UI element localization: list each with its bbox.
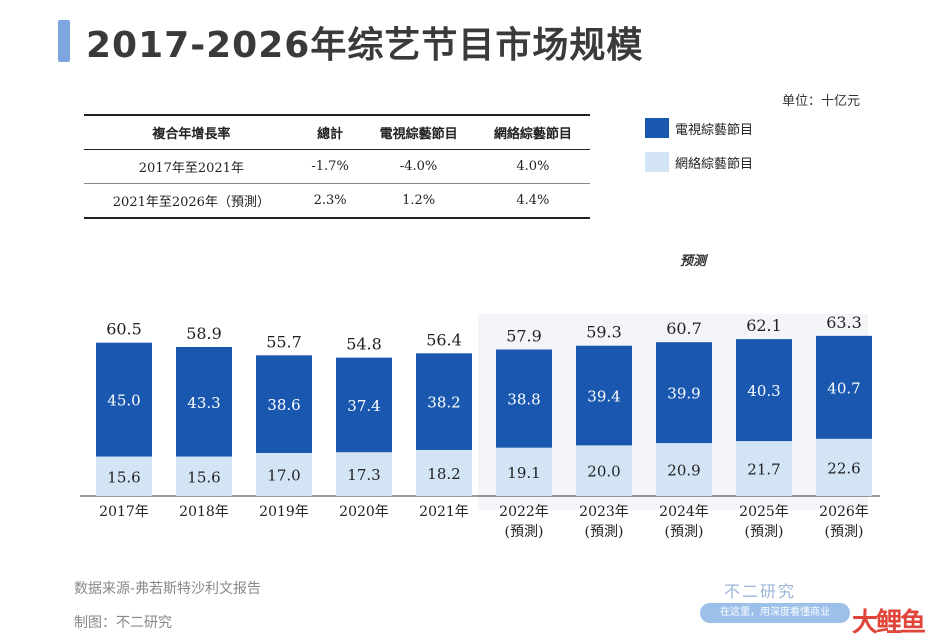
table-cell: 1.2%	[361, 183, 476, 219]
table-row: 2021年至2026年（預測） 2.3% 1.2% 4.4%	[84, 183, 590, 219]
data-label-tv: 37.4	[347, 397, 380, 415]
table-row: 2017年至2021年 -1.7% -4.0% 4.0%	[84, 149, 590, 184]
bar-online	[176, 456, 232, 496]
table-cell: 2021年至2026年（預測）	[84, 183, 299, 219]
data-label-tv: 38.2	[427, 394, 460, 412]
data-label-tv: 38.6	[267, 396, 300, 414]
bar-tv	[416, 353, 472, 450]
data-label-online: 20.9	[667, 462, 700, 480]
bar-online	[336, 452, 392, 496]
bar-tv	[256, 355, 312, 453]
data-label-total: 57.9	[506, 327, 542, 346]
table-header: 電視綜藝節目	[361, 114, 476, 150]
stacked-bar-chart: 15.6 45.0 60.5 2017年 15.6 43.3 58.9 2018年 17.0 38…	[80, 313, 880, 540]
legend-item-tv: 電視綜藝節目	[645, 118, 753, 138]
data-label-total: 62.1	[746, 316, 782, 335]
chart-author: 制图：不二研究	[74, 615, 172, 631]
data-label-total: 58.9	[186, 324, 222, 343]
x-tick-label: 2024年	[659, 504, 709, 520]
data-label-tv: 43.3	[187, 394, 220, 412]
data-label-tv: 39.9	[667, 385, 700, 403]
table-cell: 4.4%	[475, 183, 590, 219]
data-label-online: 21.7	[747, 461, 780, 479]
x-tick-label: 2019年	[259, 504, 309, 520]
growth-rate-table: 複合年增長率 總計 電視綜藝節目 網絡綜藝節目 2017年至2021年 -1.7…	[84, 114, 590, 219]
bar-tv	[176, 346, 232, 457]
x-tick-label: 2020年	[339, 504, 389, 520]
bar-tv	[336, 357, 392, 453]
table-header: 總計	[298, 114, 362, 150]
data-label-online: 15.6	[107, 468, 140, 486]
bar-online	[576, 445, 632, 496]
x-tick-label: 2022年	[499, 504, 549, 520]
table-header-row: 複合年增長率 總計 電視綜藝節目 網絡綜藝節目	[84, 114, 590, 150]
brand-slogan: 在这里，用深度看懂商业	[700, 603, 850, 623]
bar-tv	[96, 342, 152, 457]
bar-online	[416, 449, 472, 496]
brand-name: 不二研究	[724, 582, 797, 601]
bar-online	[256, 452, 312, 496]
legend-swatch-tv	[645, 118, 669, 138]
bar-online	[96, 456, 152, 496]
x-tick-sublabel: (預測)	[825, 524, 864, 540]
data-label-total: 63.3	[826, 313, 862, 332]
chart-legend: 電視綜藝節目 網絡綜藝節目	[645, 118, 753, 186]
table-cell: -1.7%	[298, 149, 362, 184]
data-label-online: 20.0	[587, 463, 620, 481]
data-label-online: 18.2	[427, 465, 460, 483]
unit-label: 单位：十亿元	[781, 94, 860, 109]
data-label-total: 60.5	[106, 320, 142, 339]
legend-item-online: 網絡綜藝節目	[645, 152, 753, 172]
data-label-online: 17.3	[347, 466, 380, 484]
bar-tv	[576, 345, 632, 446]
table-cell: 4.0%	[475, 149, 590, 184]
table-cell: 2017年至2021年	[84, 149, 299, 184]
data-label-tv: 45.0	[107, 392, 140, 410]
bar-online	[496, 447, 552, 496]
x-tick-label: 2026年	[819, 504, 869, 520]
data-label-tv: 40.7	[827, 379, 860, 397]
page-title: 2017-2026年综艺节目市场规模	[86, 25, 644, 66]
x-tick-sublabel: (預測)	[665, 524, 704, 540]
bar-online	[656, 443, 712, 496]
x-tick-label: 2018年	[179, 504, 229, 520]
table-header: 網絡綜藝節目	[475, 114, 590, 150]
legend-swatch-online	[645, 152, 669, 172]
bar-tv	[816, 335, 872, 439]
data-label-total: 59.3	[586, 323, 622, 342]
table-header: 複合年增長率	[84, 114, 299, 150]
data-label-online: 22.6	[827, 459, 860, 477]
data-source: 数据来源-弗若斯特沙利文报告	[74, 581, 262, 597]
data-label-total: 60.7	[666, 319, 702, 338]
table-cell: -4.0%	[361, 149, 476, 184]
legend-label-tv: 電視綜藝節目	[675, 122, 754, 138]
x-tick-label: 2017年	[99, 504, 149, 520]
logo-text: 大鲤鱼	[852, 608, 926, 638]
bar-tv	[736, 339, 792, 442]
data-label-tv: 38.8	[507, 391, 540, 409]
title-accent-bar	[58, 20, 70, 62]
x-tick-sublabel: (預測)	[505, 524, 544, 540]
x-tick-label: 2023年	[579, 504, 629, 520]
data-label-online: 15.6	[187, 468, 220, 486]
bar-tv	[496, 349, 552, 448]
bar-online	[736, 441, 792, 496]
data-label-tv: 39.4	[587, 388, 620, 406]
legend-label-online: 網絡綜藝節目	[675, 156, 754, 172]
bar-online	[816, 438, 872, 496]
x-tick-label: 2025年	[739, 504, 789, 520]
x-tick-sublabel: (預測)	[585, 524, 624, 540]
data-label-total: 56.4	[426, 330, 462, 349]
data-label-online: 19.1	[507, 464, 540, 482]
x-tick-sublabel: (預測)	[745, 524, 784, 540]
x-tick-label: 2021年	[419, 504, 469, 520]
forecast-label: 预测	[680, 254, 707, 269]
table-cell: 2.3%	[298, 183, 362, 219]
bar-tv	[656, 342, 712, 444]
data-label-total: 55.7	[266, 332, 302, 351]
data-label-online: 17.0	[267, 466, 300, 484]
data-label-total: 54.8	[346, 335, 382, 354]
data-label-tv: 40.3	[747, 382, 780, 400]
